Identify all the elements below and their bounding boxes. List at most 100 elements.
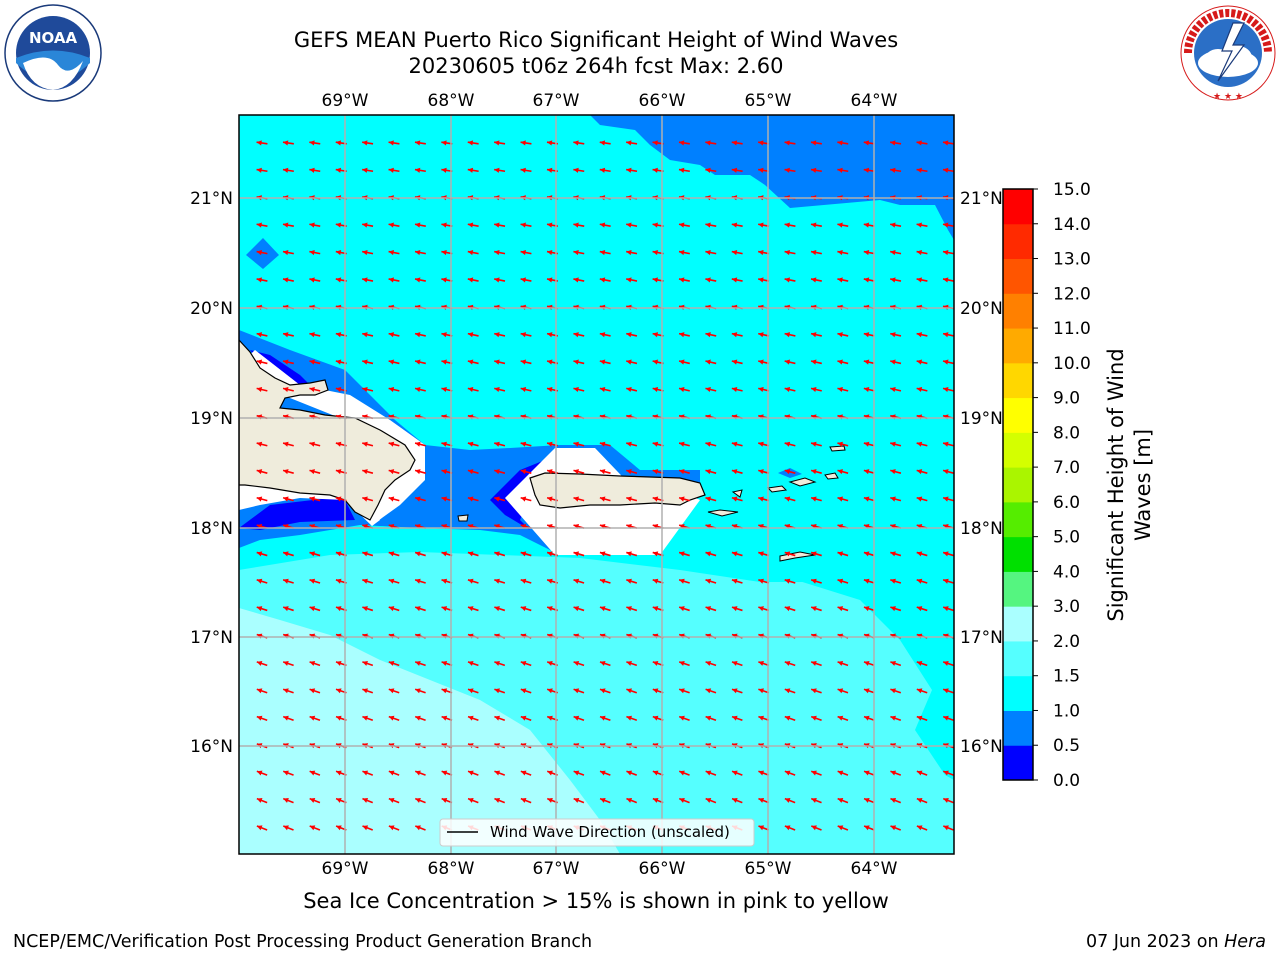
colorbar-tick-label: 0.0 [1053,771,1080,791]
wave-direction-arrow [758,441,770,447]
wave-direction-arrow [810,249,822,256]
wave-direction-arrow [626,441,638,447]
wave-direction-arrow [362,606,374,612]
wave-direction-arrow [467,551,479,557]
wave-direction-arrow [705,386,717,393]
wave-direction-arrow [256,825,268,831]
wave-direction-arrow [282,441,294,447]
wave-direction-arrow [705,606,717,612]
wave-direction-arrow [414,770,426,776]
wave-direction-arrow [309,332,321,338]
wave-direction-arrow [626,551,638,557]
colorbar-tick-label: 4.0 [1053,562,1080,582]
wave-direction-arrow [573,249,585,256]
wave-direction-arrow [731,770,743,776]
wave-direction-arrow [942,715,954,721]
wave-direction-arrow [942,469,954,475]
wave-direction-arrow [678,386,690,393]
wave-direction-arrow [890,386,902,393]
wave-direction-arrow [626,359,638,365]
wave-field-0.5-1.0-vi [778,468,802,478]
wave-direction-arrow [942,359,954,365]
wave-direction-arrow [731,688,743,694]
wave-direction-arrow [494,797,506,804]
wave-direction-arrow [863,715,875,721]
wave-direction-arrow [414,660,426,667]
wave-direction-arrow [837,660,849,667]
wave-direction-arrow [309,386,321,393]
wave-direction-arrow [494,277,506,283]
wave-direction-arrow [678,359,690,365]
wave-direction-arrow [362,660,374,667]
wave-direction-arrow [362,797,374,804]
wave-direction-arrow [626,386,638,393]
wave-direction-arrow [573,277,585,283]
wave-direction-arrow [467,660,479,667]
wave-direction-arrow [731,578,743,584]
wave-direction-arrow [388,469,400,475]
wave-direction-arrow [863,441,875,447]
wave-direction-arrow [599,578,611,584]
wave-direction-arrow [362,441,374,447]
wave-direction-arrow [309,167,321,173]
wave-direction-arrow [520,359,532,365]
wave-direction-arrow [467,688,479,694]
wave-direction-arrow [414,249,426,256]
wave-direction-arrow [916,578,928,584]
wave-direction-arrow [890,606,902,612]
wave-direction-arrow [467,167,479,173]
wave-direction-arrow [256,715,268,721]
wave-field-1.0-1.5-east [780,570,954,780]
wave-direction-arrow [282,386,294,393]
wave-direction-arrow [520,249,532,256]
wave-direction-arrow [362,167,374,173]
wave-direction-arrow [784,277,796,283]
wave-direction-arrow [837,332,849,338]
wave-direction-arrow [863,578,875,584]
wave-direction-arrow [282,277,294,283]
wave-direction-arrow [309,140,321,146]
wave-direction-arrow [573,578,585,584]
lat-label-right: 16°N [960,737,1003,757]
wave-direction-arrow [863,825,875,831]
wave-direction-arrow [784,140,796,146]
lon-label-bottom: 69°W [322,859,369,879]
wave-direction-arrow [678,441,690,447]
wave-direction-arrow [441,797,453,804]
wave-direction-arrow [362,277,374,283]
wave-direction-arrow [388,715,400,721]
wave-direction-arrow [282,770,294,776]
wave-direction-arrow [256,688,268,694]
wave-direction-arrow [362,140,374,146]
wave-direction-arrow [467,140,479,146]
wave-direction-arrow [626,277,638,283]
wave-direction-arrow [784,797,796,804]
wave-direction-arrow [810,825,822,831]
wave-direction-arrow [520,277,532,283]
footer-right: 07 Jun 2023 on Hera [1086,932,1266,952]
wave-direction-arrow [520,441,532,447]
wave-direction-arrow [705,167,717,173]
wave-direction-arrow [810,222,822,228]
wave-direction-arrow [916,660,928,667]
wave-direction-arrow [414,140,426,146]
wave-direction-arrow [810,715,822,721]
wave-direction-arrow [388,688,400,694]
wave-direction-arrow [467,441,479,447]
colorbar-label-line1: Significant Height of Wind [1104,348,1128,621]
lon-labels-top: 69°W 68°W 67°W 66°W 65°W 64°W [322,91,898,111]
wave-direction-arrow [626,715,638,721]
colorbar: 0.0 0.5 1.0 1.5 2.0 3.0 4.0 5.0 6.0 7.0 8.0 9.0 10.0… [1002,180,1091,791]
wave-direction-arrow [362,715,374,721]
wave-direction-arrow [573,140,585,146]
wave-direction-arrow [256,606,268,612]
wave-direction-arrow [441,770,453,776]
wave-direction-arrow [890,688,902,694]
wave-direction-arrow [705,222,717,228]
wave-direction-arrow [414,441,426,447]
wave-direction-arrow [731,222,743,228]
wave-direction-arrow [758,797,770,804]
wave-direction-arrow [282,359,294,365]
wave-direction-arrow [810,551,822,557]
